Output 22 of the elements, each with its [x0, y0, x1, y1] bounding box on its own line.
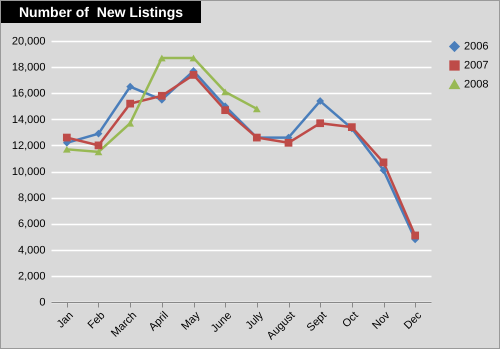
y-tick-label: 16,000	[12, 88, 46, 100]
y-tick-label: 4,000	[18, 244, 46, 256]
y-tick-label: 20,000	[12, 36, 46, 48]
x-tick-label: Dec	[402, 309, 425, 332]
x-tick-label: May	[179, 309, 203, 333]
y-tick-label: 0	[39, 296, 46, 308]
legend-label: 2006	[464, 40, 488, 52]
legend-label: 2008	[464, 78, 488, 90]
x-tick-label: Jan	[54, 310, 76, 331]
x-tick-label: Nov	[370, 309, 393, 332]
chart-title: Number of New Listings	[1, 1, 201, 23]
legend-label: 2007	[464, 60, 488, 72]
y-tick-label: 12,000	[12, 140, 46, 152]
x-tick-label: Feb	[86, 310, 108, 332]
y-tick-label: 18,000	[12, 62, 46, 74]
y-tick-label: 10,000	[12, 166, 46, 178]
y-tick-label: 2,000	[18, 270, 46, 282]
y-tick-label: 14,000	[12, 114, 46, 126]
y-tick-label: 8,000	[18, 192, 46, 204]
x-tick-label: Oct	[340, 310, 361, 330]
y-tick-label: 6,000	[18, 218, 46, 230]
x-tick-label: July	[244, 309, 266, 332]
